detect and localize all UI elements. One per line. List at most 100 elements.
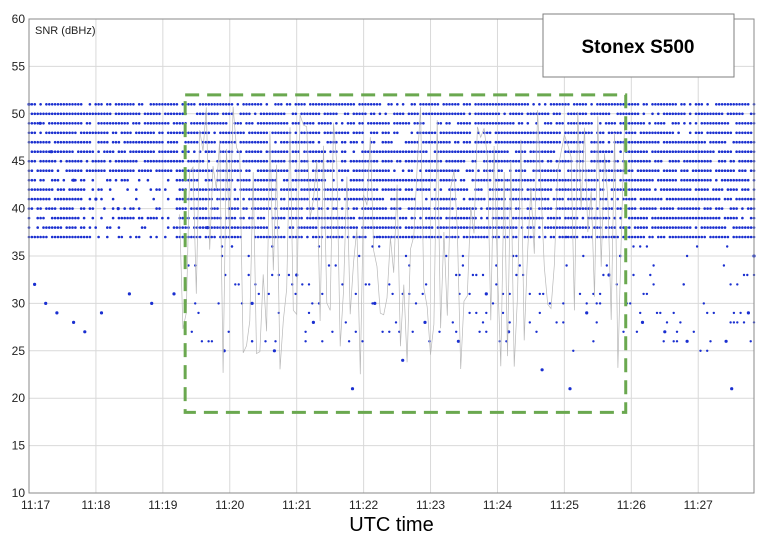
snr-point [640,320,645,324]
snr-point [129,140,132,144]
snr-point [723,103,727,106]
snr-point [514,188,518,191]
snr-point [222,140,225,144]
snr-point [375,178,379,182]
snr-point [723,122,727,125]
snr-point [39,216,42,220]
snr-point [436,235,440,239]
snr-point [636,112,640,116]
snr-point [332,112,335,116]
snr-point [114,178,118,182]
snr-point [630,131,634,135]
snr-point [442,226,446,229]
snr-point [555,226,559,229]
snr-point [674,103,677,106]
snr-point [662,150,666,153]
snr-point [332,226,335,229]
snr-point [465,169,469,172]
snr-point [494,122,498,125]
snr-point [340,169,344,172]
snr-point [645,292,649,296]
snr-point [329,169,332,172]
snr-point [248,178,251,182]
snr-point [630,235,634,239]
snr-point [143,140,147,144]
snr-point [514,150,518,153]
snr-point [630,178,634,182]
snr-point [642,235,646,239]
snr-point [65,207,68,210]
snr-point [190,103,193,106]
snr-point [369,122,373,125]
snr-point [567,178,570,182]
snr-point [332,188,335,191]
snr-point [404,150,408,153]
snr-point [703,178,706,182]
snr-point [541,178,544,182]
snr-point [335,226,338,229]
snr-point [56,188,60,191]
snr-point [242,112,245,116]
snr-point [393,188,396,191]
snr-point [546,197,550,201]
snr-point [56,169,60,172]
snr-point [158,150,161,153]
snr-point [200,340,204,343]
snr-point [404,226,408,229]
snr-point [543,188,547,191]
snr-point [622,226,625,229]
snr-point [222,131,225,135]
snr-point [82,131,86,135]
snr-point [509,159,512,163]
snr-point [622,197,625,201]
snr-point [68,159,71,163]
snr-point [103,131,106,135]
snr-point [741,178,744,182]
grid-lines [28,18,754,494]
snr-point [262,140,266,144]
snr-point [485,122,489,125]
snr-point [198,159,202,163]
snr-point [659,188,663,191]
snr-point [216,226,219,229]
snr-point [407,150,411,153]
snr-point [294,178,298,182]
snr-point [561,103,564,106]
snr-point [62,216,66,220]
snr-point [688,140,692,144]
snr-point [282,178,286,182]
snr-point [596,112,599,116]
snr-point [549,103,553,106]
snr-point [488,169,492,172]
snr-point [193,159,196,163]
snr-point [227,207,231,210]
snr-point [529,226,532,229]
snr-point [471,178,475,182]
snr-point [480,178,483,182]
snr-point [216,112,219,116]
snr-point [677,216,680,220]
snr-point [239,131,242,135]
snr-point [224,197,228,201]
snr-point [654,169,657,172]
snr-point [639,235,643,239]
snr-point [680,112,683,116]
snr-point [514,169,518,172]
snr-point [567,188,570,191]
snr-point [106,178,109,182]
snr-point [651,226,654,229]
snr-point [471,159,475,163]
snr-point [726,188,730,191]
snr-point [329,150,332,153]
snr-point [230,216,234,220]
snr-point [427,188,431,191]
snr-point [570,150,573,153]
snr-point [239,122,242,125]
snr-point [343,131,347,135]
snr-point [222,112,225,116]
snr-point [601,103,605,106]
snr-point [680,235,683,239]
snr-point [706,226,709,229]
snr-point [458,273,461,277]
snr-point [410,207,414,210]
